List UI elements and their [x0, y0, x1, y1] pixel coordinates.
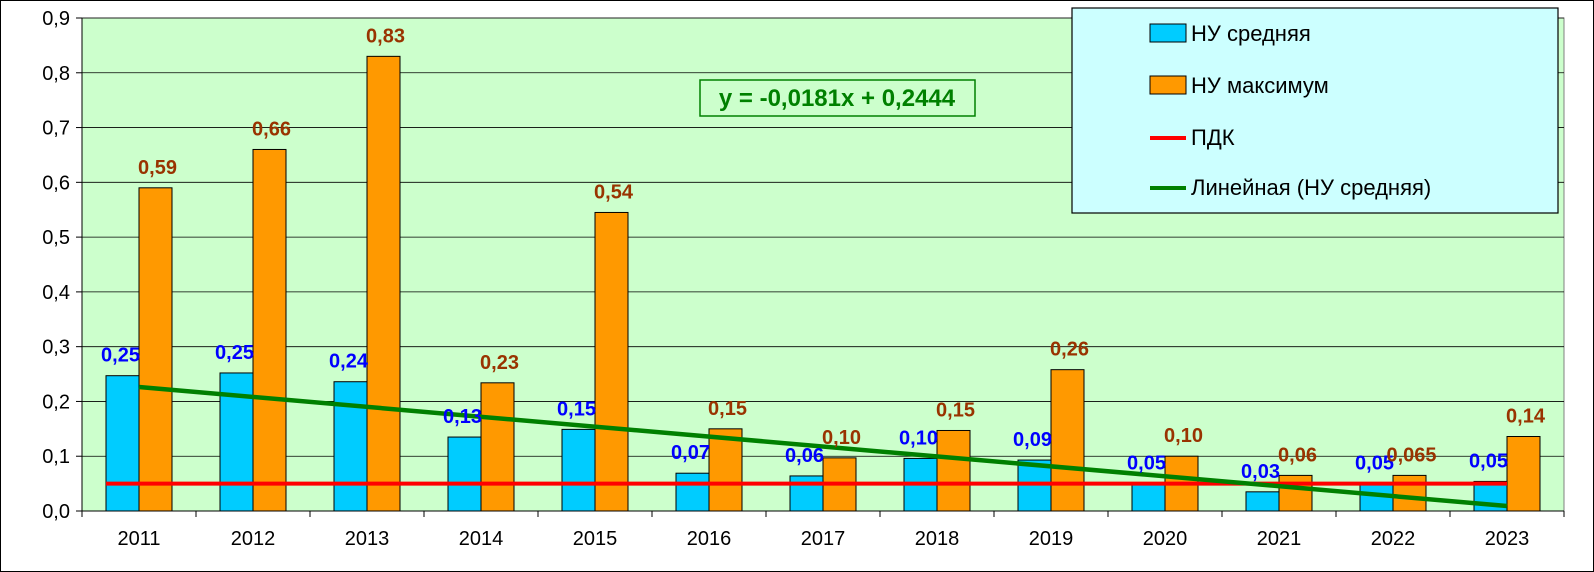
y-tick-label: 0,0 — [42, 501, 70, 523]
data-label-max: 0,10 — [1164, 425, 1203, 447]
y-axis: 0,0 0,1 0,2 0,3 0,4 0,5 0,6 0,7 0,8 0,9 — [42, 8, 83, 523]
data-label-max: 0,26 — [1050, 339, 1089, 361]
y-tick-label: 0,3 — [42, 337, 70, 359]
data-label-max: 0,15 — [708, 398, 747, 420]
bar-max — [366, 55, 401, 512]
bar-avg — [675, 472, 710, 512]
y-tick-label: 0,7 — [42, 118, 70, 140]
bar-avg — [1131, 483, 1166, 512]
bar-max — [1392, 474, 1427, 512]
data-label-avg: 0,09 — [1013, 429, 1052, 451]
y-tick-label: 0,9 — [42, 8, 70, 30]
x-tick-label: 2017 — [801, 528, 846, 550]
trendline-equation: y = -0,0181x + 0,2444 — [719, 85, 956, 112]
y-tick-label: 0,2 — [42, 391, 70, 413]
data-label-avg: 0,25 — [215, 342, 254, 364]
y-tick-label: 0,6 — [42, 172, 70, 194]
data-label-max: 0,14 — [1506, 406, 1546, 428]
data-label-avg: 0,07 — [671, 442, 710, 464]
bar-max — [252, 148, 287, 512]
x-tick-label: 2021 — [1257, 528, 1302, 550]
data-label-avg: 0,05 — [1469, 450, 1508, 472]
bar-max — [936, 429, 971, 512]
legend: НУ средняя НУ максимум ПДК Линейная (НУ … — [1071, 7, 1559, 214]
legend-label-max: НУ максимум — [1191, 73, 1329, 98]
legend-label-avg: НУ средняя — [1191, 21, 1311, 46]
x-tick-label: 2014 — [459, 528, 504, 550]
bar-avg — [333, 381, 368, 512]
data-label-max: 0,10 — [822, 427, 861, 449]
data-label-max: 0,54 — [594, 181, 634, 203]
data-label-max: 0,23 — [480, 352, 519, 374]
reference-lines — [106, 384, 1508, 509]
legend-swatch-max — [1149, 75, 1187, 95]
x-axis: 2011 2012 2013 2014 2015 2016 2017 2018 2019 2020… — [81, 510, 1565, 550]
bar-max — [138, 187, 173, 512]
trend-line — [138, 384, 1508, 509]
data-label-avg: 0,06 — [785, 445, 824, 467]
bar-max — [594, 211, 629, 512]
y-tick-label: 0,4 — [42, 282, 70, 304]
data-label-avg: 0,05 — [1127, 453, 1166, 475]
data-labels: 0,25 0,25 0,240,13 0,150,07 0,060,10 0,090,05… — [101, 25, 1546, 482]
x-tick-label: 2020 — [1143, 528, 1188, 550]
legend-label-limit: ПДК — [1191, 125, 1235, 150]
y-tick-label: 0,5 — [42, 227, 70, 249]
x-tick-label: 2011 — [117, 528, 160, 550]
bar-avg — [789, 475, 824, 512]
legend-swatch-avg — [1149, 23, 1187, 43]
x-tick-label: 2019 — [1029, 528, 1074, 550]
x-tick-label: 2018 — [915, 528, 960, 550]
bar-max — [1050, 369, 1085, 512]
data-label-max: 0,065 — [1386, 444, 1436, 466]
bar-max — [1278, 474, 1313, 512]
data-label-max: 0,59 — [138, 157, 177, 179]
bar-avg — [447, 436, 482, 512]
bar-max — [708, 428, 743, 512]
legend-label-trend: Линейная (НУ средняя) — [1191, 175, 1431, 200]
data-label-avg: 0,15 — [557, 398, 596, 420]
data-label-avg: 0,05 — [1355, 453, 1394, 475]
data-label-max: 0,15 — [936, 399, 975, 421]
x-tick-label: 2023 — [1485, 528, 1530, 550]
bar-max — [1506, 436, 1541, 512]
trendline-equation-box: y = -0,0181x + 0,2444 — [699, 79, 976, 117]
data-label-avg: 0,10 — [899, 427, 938, 449]
data-label-max: 0,06 — [1278, 444, 1317, 466]
data-label-max: 0,83 — [366, 25, 405, 47]
bar-max — [480, 382, 515, 512]
data-label-avg: 0,03 — [1241, 461, 1280, 483]
data-label-avg: 0,13 — [443, 406, 482, 428]
x-tick-label: 2016 — [687, 528, 732, 550]
bar-avg — [105, 375, 140, 512]
bar-avg — [1245, 491, 1280, 512]
y-tick-label: 0,8 — [42, 63, 70, 85]
bar-avg — [561, 428, 596, 512]
data-label-avg: 0,25 — [101, 345, 140, 367]
x-tick-label: 2012 — [231, 528, 276, 550]
y-tick-label: 0,1 — [42, 446, 70, 468]
data-label-max: 0,66 — [252, 118, 291, 140]
x-tick-label: 2022 — [1371, 528, 1416, 550]
data-label-avg: 0,24 — [329, 351, 369, 373]
x-tick-label: 2013 — [345, 528, 390, 550]
x-tick-label: 2015 — [573, 528, 618, 550]
